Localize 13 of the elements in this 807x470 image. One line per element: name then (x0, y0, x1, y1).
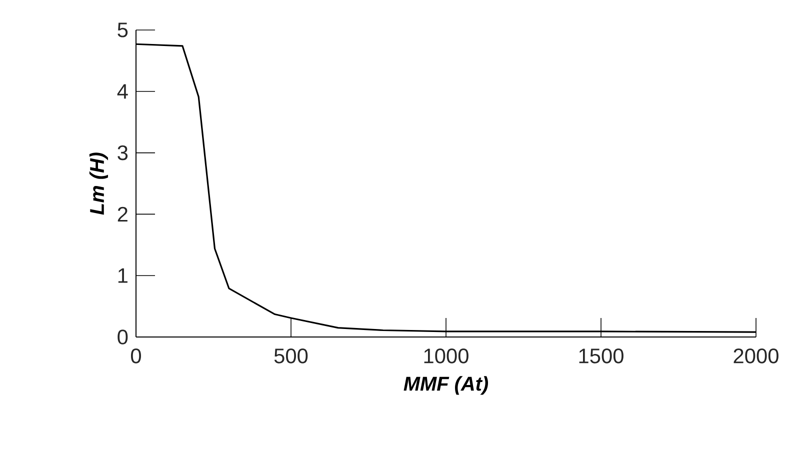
x-tick-label: 1000 (424, 348, 468, 364)
y-tick-label: 3 (118, 145, 128, 160)
y-tick-label: 2 (118, 206, 128, 222)
x-tick-label: 2000 (734, 348, 778, 364)
x-axis-title: MMF (At) (404, 376, 488, 395)
x-tick-label: 1500 (579, 348, 624, 364)
x-tick-label: 0 (130, 348, 141, 364)
y-tick-label: 5 (118, 22, 128, 38)
x-tick-label: 500 (274, 348, 308, 364)
y-tick-label: 1 (118, 268, 128, 283)
y-axis-title: Lm (H) (89, 152, 108, 215)
y-tick-label: 4 (117, 84, 128, 99)
y-tick-label: 0 (118, 330, 128, 344)
